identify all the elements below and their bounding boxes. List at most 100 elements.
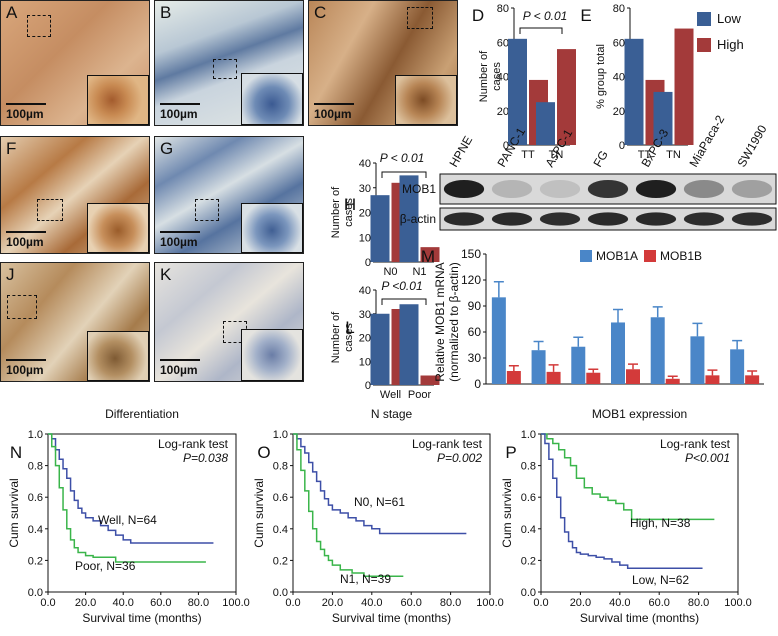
legend-swatch-low (697, 12, 711, 26)
blot-band (683, 180, 725, 198)
survival-curve-n-green (48, 433, 206, 563)
y-tick-label-n: 1.0 (28, 429, 43, 441)
legend-swatch-high (697, 38, 711, 52)
region-box (27, 15, 51, 37)
y-tick-label-h: 40 (359, 158, 371, 170)
error-bar-m (573, 336, 584, 347)
blot-band (731, 180, 773, 198)
bar-m-mob1b (705, 375, 720, 384)
y-axis-label-h: cases (343, 198, 355, 227)
survival-curve-p-green (541, 433, 715, 521)
legend-label-low: Low (717, 11, 741, 26)
y-tick-label-m: 150 (461, 247, 481, 261)
x-tick-label-n: 0.0 (40, 597, 55, 609)
bar-e-tn-low (653, 91, 673, 145)
inset-zoom (241, 329, 303, 381)
curve-label-n-blue: Well, N=64 (98, 513, 157, 527)
error-bar-m (747, 370, 758, 376)
error-bar-m (692, 322, 703, 337)
logrank-label-o: Log-rank test (412, 437, 483, 451)
panel-label-d: D (472, 6, 484, 25)
p-value-p: P<0.001 (685, 451, 730, 465)
y-tick-label-d: 80 (497, 3, 509, 15)
scale-bar: 100µm (6, 359, 46, 377)
x-tick-label-h: N0 (383, 266, 397, 278)
y-axis-label-m: (normalized to β-actin) (447, 262, 461, 382)
micrograph-g: 100µm (154, 136, 304, 254)
bar-m-mob1b (745, 375, 760, 384)
y-tick-label-h: 20 (359, 208, 371, 220)
blot-row-label: β-actin (400, 212, 436, 226)
error-bar-m (548, 364, 559, 372)
legend-swatch-mob1a (580, 250, 592, 262)
p-value-n: P=0.038 (183, 451, 228, 465)
y-tick-label-d: 40 (497, 72, 509, 84)
blot-band (443, 212, 485, 226)
x-tick-label-n: 100.0 (222, 597, 250, 609)
panel-label-f: F (6, 139, 17, 158)
legend-label-mob1a: MOB1A (596, 249, 638, 263)
panel-label-m: M (421, 247, 435, 266)
y-tick-label-o: 0.8 (273, 461, 288, 473)
bar-e-tt-low (624, 38, 644, 146)
y-axis-label-d: cases (491, 62, 503, 91)
scale-bar: 100µm (160, 359, 200, 377)
curve-label-p-blue: Low, N=62 (632, 573, 689, 587)
error-bar-m (613, 308, 623, 323)
x-tick-label-n: 20.0 (75, 597, 96, 609)
y-axis-label-d: Number of (478, 50, 490, 102)
legend-label-high: High (717, 37, 744, 52)
y-tick-label-p: 1.0 (521, 429, 536, 441)
scale-bar: 100µm (6, 103, 46, 121)
y-tick-label-n: 0.4 (28, 524, 43, 536)
p-value-o: P=0.002 (437, 451, 482, 465)
x-tick-label-e: TN (666, 149, 681, 161)
panel-label-g: G (160, 139, 174, 158)
panel-label-k: K (160, 265, 172, 284)
y-tick-label-p: 0.2 (521, 555, 536, 567)
x-tick-label-p: 0.0 (533, 597, 548, 609)
inset-zoom (87, 203, 149, 253)
x-tick-label-h: N1 (412, 266, 426, 278)
x-tick-label-o: 40.0 (361, 597, 382, 609)
panel-label-l: L (345, 318, 354, 337)
y-axis-label-o: Cum survival (252, 478, 266, 547)
error-bar-m (707, 369, 718, 376)
bar-l-well-low (370, 313, 390, 385)
bar-m-mob1a (650, 317, 665, 384)
plot-frame-n (47, 433, 237, 593)
y-axis-label-e: % group total (595, 44, 607, 109)
y-tick-label-o: 0.0 (273, 587, 288, 599)
scale-bar: 100µm (160, 231, 200, 249)
y-tick-label-o: 1.0 (273, 429, 288, 441)
legend-swatch-mob1b (644, 250, 656, 262)
bar-m-mob1a (730, 349, 745, 384)
y-tick-label-e: 20 (613, 106, 625, 118)
panel-label-n: N (10, 443, 22, 462)
blot-band (635, 212, 677, 226)
y-tick-label-p: 0.6 (521, 492, 536, 504)
x-tick-label-n: 40.0 (112, 597, 133, 609)
x-tick-label-d: TT (521, 149, 535, 161)
x-tick-label-l: Well (380, 389, 401, 401)
y-axis-label-h: Number of (330, 186, 342, 238)
micrograph-a: 100µm (0, 0, 150, 126)
blot-band (491, 180, 533, 198)
p-value-d: P < 0.01 (523, 9, 568, 23)
chart-title-o: N stage (371, 407, 413, 421)
x-axis-label-o: Survival time (months) (332, 611, 451, 625)
survival-curve-p-blue (541, 433, 703, 570)
bar-h-n1-low (399, 175, 419, 262)
bar-d-tn-high (557, 49, 576, 145)
panel-label-e: E (580, 6, 591, 25)
panel-label-o: O (257, 443, 270, 462)
survival-curve-o-green (293, 433, 404, 577)
y-axis-label-m: Relative MOB1 mRNA (433, 262, 447, 381)
y-axis-label-l: Number of (330, 311, 342, 363)
p-bracket-h (381, 171, 427, 178)
y-tick-label-n: 0.8 (28, 461, 43, 473)
x-tick-label-o: 20.0 (322, 597, 343, 609)
error-bar-m (493, 280, 504, 298)
blot-band (587, 180, 629, 198)
